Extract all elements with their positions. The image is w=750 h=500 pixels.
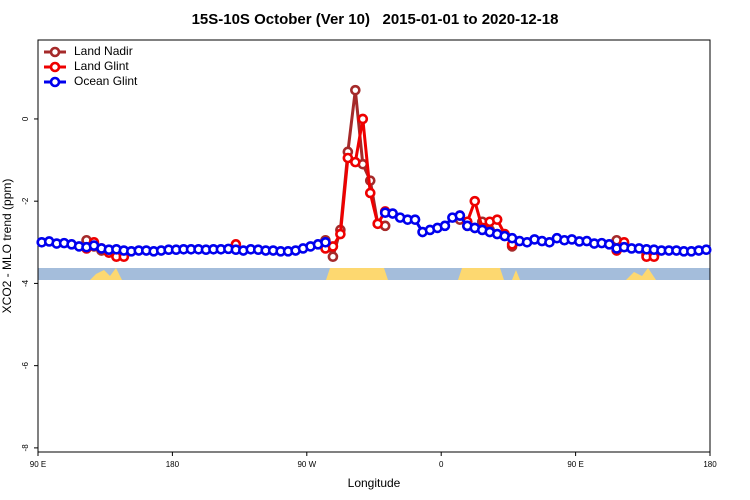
legend-label: Ocean Glint <box>74 74 138 88</box>
x-tick-label: 0 <box>439 460 444 469</box>
point <box>357 113 369 125</box>
point <box>439 220 451 232</box>
point <box>409 214 421 225</box>
point <box>327 241 339 252</box>
x-tick-label: 90 E <box>30 460 46 469</box>
x-tick-label: 180 <box>703 460 717 469</box>
chart-title: 15S-10S October (Ver 10) 2015-01-01 to 2… <box>192 11 559 28</box>
legend-label: Land Nadir <box>74 44 133 58</box>
series-line <box>85 89 654 262</box>
y-tick-label: -8 <box>21 444 30 452</box>
y-tick-label: -6 <box>21 362 30 370</box>
land-ocean-strip <box>38 268 710 280</box>
y-tick-label: -4 <box>21 279 30 287</box>
land-band <box>90 268 122 280</box>
point <box>350 84 361 96</box>
legend-marker <box>49 61 61 73</box>
point <box>700 244 712 256</box>
point <box>335 228 346 240</box>
x-tick-label: 90 W <box>297 460 316 469</box>
point <box>364 187 376 199</box>
land-band <box>458 268 504 280</box>
land-band <box>326 268 388 280</box>
point <box>544 236 555 248</box>
land-band <box>626 268 656 280</box>
point <box>320 236 331 248</box>
x-tick-label: 90 E <box>567 460 583 469</box>
y-axis-label: XCO2 - MLO trend (ppm) <box>0 179 14 314</box>
point <box>327 251 339 262</box>
x-axis-label: Longitude <box>348 476 401 490</box>
y-tick-label: 0 <box>21 116 30 121</box>
point <box>454 210 466 221</box>
legend-marker <box>49 46 61 58</box>
land-band <box>512 270 520 280</box>
point <box>469 195 481 207</box>
legend-marker <box>49 76 61 88</box>
point <box>491 214 503 225</box>
x-tick-label: 180 <box>166 460 180 469</box>
y-tick-label: -2 <box>21 197 30 205</box>
point <box>387 208 398 219</box>
point <box>350 156 361 168</box>
legend-label: Land Glint <box>74 59 129 73</box>
point <box>372 218 384 230</box>
point <box>603 239 615 250</box>
point <box>342 152 354 164</box>
